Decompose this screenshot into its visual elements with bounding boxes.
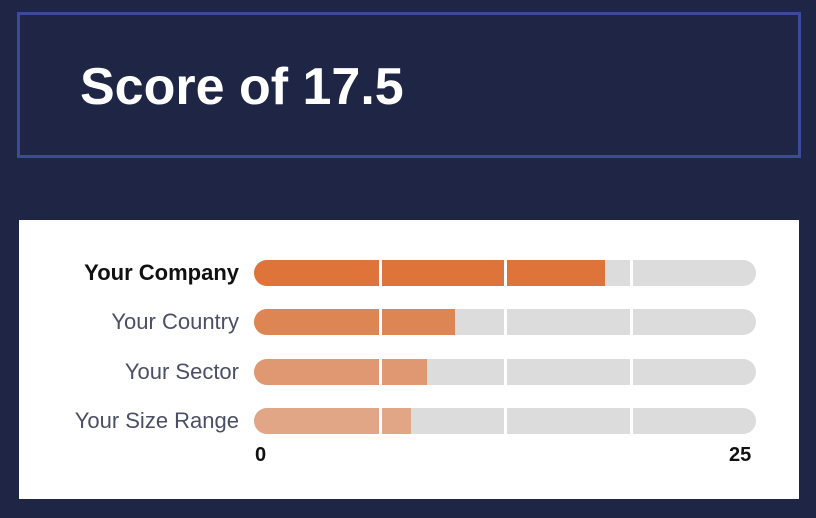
score-header: Score of 17.5 — [17, 12, 801, 158]
gridline — [629, 359, 633, 385]
page-title: Score of 17.5 — [80, 58, 404, 116]
bar-fill — [254, 408, 411, 434]
bar-fill — [254, 260, 606, 286]
gridline — [504, 359, 507, 385]
gridline — [629, 309, 633, 335]
bar-label: Your Country — [111, 309, 239, 334]
bar-label: Your Sector — [124, 359, 239, 384]
bar-track — [254, 408, 756, 434]
gridline — [504, 309, 507, 335]
gridline — [504, 408, 507, 434]
chart-card: Your Company Your Country Your Sector Your … — [19, 220, 799, 499]
bar-label: Your Company — [84, 260, 239, 285]
bar-track — [254, 359, 756, 385]
bar-row: Your Company — [19, 260, 799, 286]
x-tick-max: 25 — [729, 444, 752, 466]
bar-track — [254, 260, 756, 286]
gridline — [378, 260, 382, 286]
bar-track — [254, 309, 756, 335]
gridline — [629, 408, 633, 434]
gridline — [378, 309, 382, 335]
bar-row: Your Sector — [19, 359, 799, 385]
bar-fill — [254, 309, 455, 335]
gridline — [378, 408, 382, 434]
x-tick-min: 0 — [255, 444, 267, 466]
gridline — [504, 260, 507, 286]
bar-row: Your Size Range — [19, 408, 799, 434]
gridline — [378, 359, 382, 385]
bar-label: Your Size Range — [74, 408, 239, 433]
gridline — [629, 260, 633, 286]
bar-row: Your Country — [19, 309, 799, 335]
bar-fill — [254, 359, 427, 385]
